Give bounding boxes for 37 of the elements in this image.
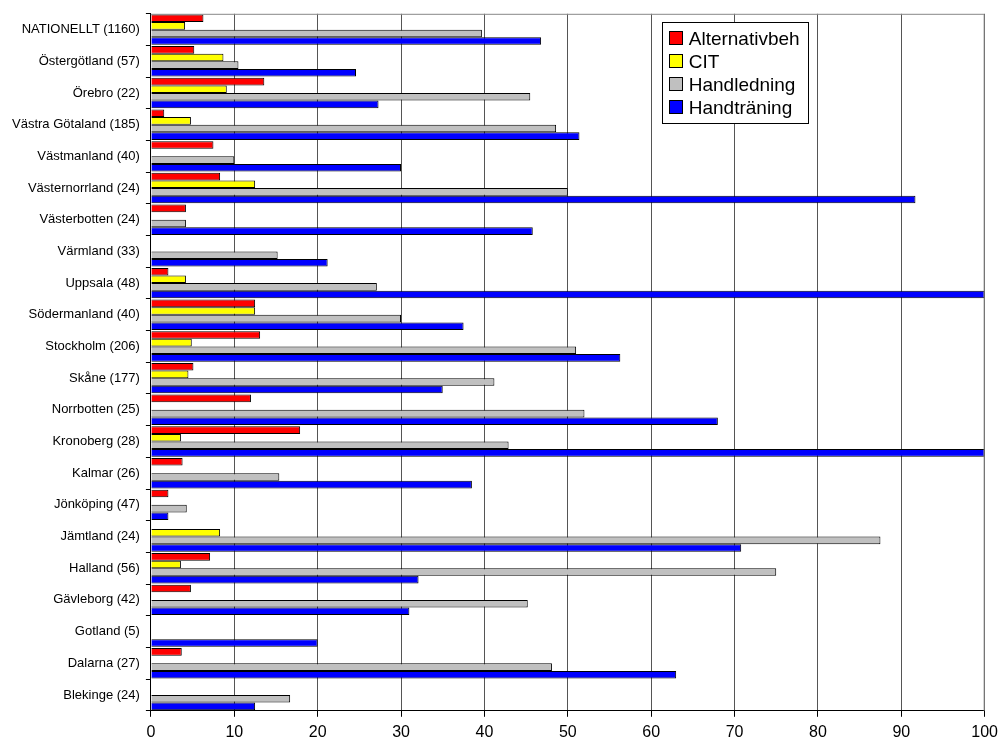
y-tick-label: Södermanland (40) (28, 306, 140, 322)
y-tick-label: Örebro (22) (72, 84, 140, 100)
x-tick-label: 90 (892, 722, 911, 740)
y-tick-label: Östergötland (57) (38, 52, 140, 68)
y-tick-label: Västmanland (40) (37, 147, 140, 163)
x-tick-label: 100 (971, 722, 999, 740)
y-tick-label: Kalmar (26) (71, 464, 140, 480)
x-tick-label: 60 (642, 722, 661, 740)
x-tick-label: 40 (475, 722, 494, 740)
x-tick-label: 50 (558, 722, 577, 740)
legend-label: Handledning (688, 72, 796, 96)
legend-label: Handträning (688, 95, 793, 119)
y-tick-label: NATIONELLT (1160) (21, 21, 140, 37)
y-tick-label: Värmland (33) (57, 242, 140, 258)
y-tick-label: Skåne (177) (69, 369, 140, 385)
x-tick-label: 20 (308, 722, 327, 740)
y-tick-label: Blekinge (24) (63, 686, 140, 702)
y-tick-label: Västernorrland (24) (27, 179, 140, 195)
y-tick-label: Norrbotten (25) (51, 401, 140, 417)
y-tick-label: Stockholm (206) (45, 338, 140, 354)
y-tick-label: Dalarna (27) (67, 654, 140, 670)
y-tick-label: Jämtland (24) (60, 528, 140, 544)
y-tick-label: Gävleborg (42) (53, 591, 140, 607)
legend-label: CIT (688, 49, 720, 73)
y-tick-label: Gotland (5) (74, 623, 140, 639)
x-tick-label: 80 (809, 722, 827, 740)
legend-label: Alternativbeh (688, 26, 800, 50)
x-tick-label: 70 (725, 722, 744, 740)
y-tick-label: Jönköping (47) (53, 496, 140, 512)
x-tick-label: 10 (225, 722, 244, 740)
y-tick-label: Västra Götaland (185) (12, 116, 140, 132)
y-tick-label: Kronoberg (28) (52, 433, 140, 449)
y-tick-label: Halland (56) (69, 559, 140, 575)
y-tick-label: Västerbotten (24) (39, 211, 140, 227)
x-tick-label: 30 (392, 722, 411, 740)
x-tick-label: 0 (146, 722, 156, 740)
y-tick-label: Uppsala (48) (65, 274, 140, 290)
